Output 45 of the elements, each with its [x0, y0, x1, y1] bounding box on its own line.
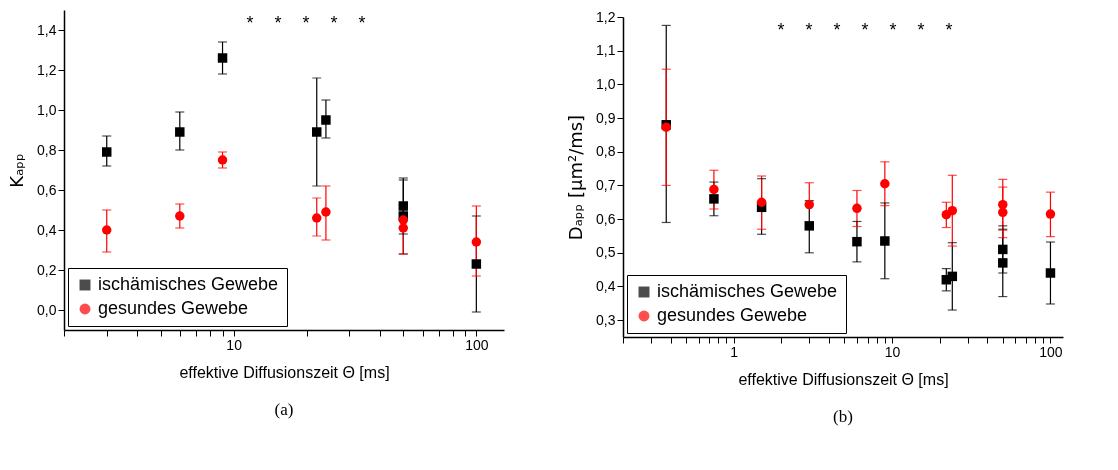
x-tick-label: 10	[226, 336, 243, 353]
y-axis-title: Kₐₚₚ	[6, 153, 28, 188]
y-axis-title: Dₐₚₚ [µm²/ms]	[565, 114, 587, 241]
annotation: *	[889, 20, 897, 40]
y-tick-label: 0,4	[37, 221, 57, 238]
y-tick-label: 1,4	[37, 21, 57, 38]
annotation: *	[274, 13, 282, 33]
annotation: *	[330, 13, 338, 33]
annotation: *	[833, 20, 841, 40]
legend-label: gesundes Gewebe	[98, 298, 249, 318]
annotation: *	[358, 13, 366, 33]
y-tick-label: 0,3	[596, 311, 616, 328]
y-tick-label: 0,8	[596, 143, 616, 160]
annotation: *	[917, 20, 925, 40]
y-tick-label: 1,2	[596, 8, 616, 25]
x-tick-label: 100	[1039, 343, 1063, 360]
y-tick-label: 1,2	[37, 61, 57, 78]
annotation: *	[246, 13, 254, 33]
annotation: *	[302, 13, 310, 33]
annotation: *	[861, 20, 869, 40]
legend-label: ischämisches Gewebe	[657, 281, 838, 301]
x-tick-label: 10	[884, 343, 901, 360]
y-tick-label: 0,8	[37, 141, 57, 158]
y-tick-label: 1,0	[596, 75, 616, 92]
annotation: *	[777, 20, 785, 40]
y-tick-label: 0,6	[37, 181, 57, 198]
y-tick-label: 0,6	[596, 210, 616, 227]
y-tick-label: 1,1	[596, 42, 616, 59]
annotation: *	[805, 20, 813, 40]
legend-label: gesundes Gewebe	[657, 305, 808, 325]
y-tick-label: 1,0	[37, 101, 57, 118]
text: (a)	[274, 400, 294, 419]
x-axis-title: effektive Diffusionszeit Θ [ms]	[738, 370, 949, 388]
text: (b)	[833, 407, 853, 426]
y-tick-label: 0,2	[37, 261, 57, 278]
annotation: *	[945, 20, 953, 40]
x-axis-title: effektive Diffusionszeit Θ [ms]	[179, 363, 390, 381]
legend-label: ischämisches Gewebe	[98, 274, 279, 294]
x-tick-label: 1	[730, 343, 739, 360]
y-tick-label: 0,7	[596, 176, 616, 193]
y-tick-label: 0,9	[596, 109, 616, 126]
y-tick-label: 0,4	[596, 277, 616, 294]
y-tick-label: 0,5	[596, 244, 616, 261]
y-tick-label: 0,0	[37, 301, 57, 318]
x-tick-label: 100	[465, 336, 489, 353]
